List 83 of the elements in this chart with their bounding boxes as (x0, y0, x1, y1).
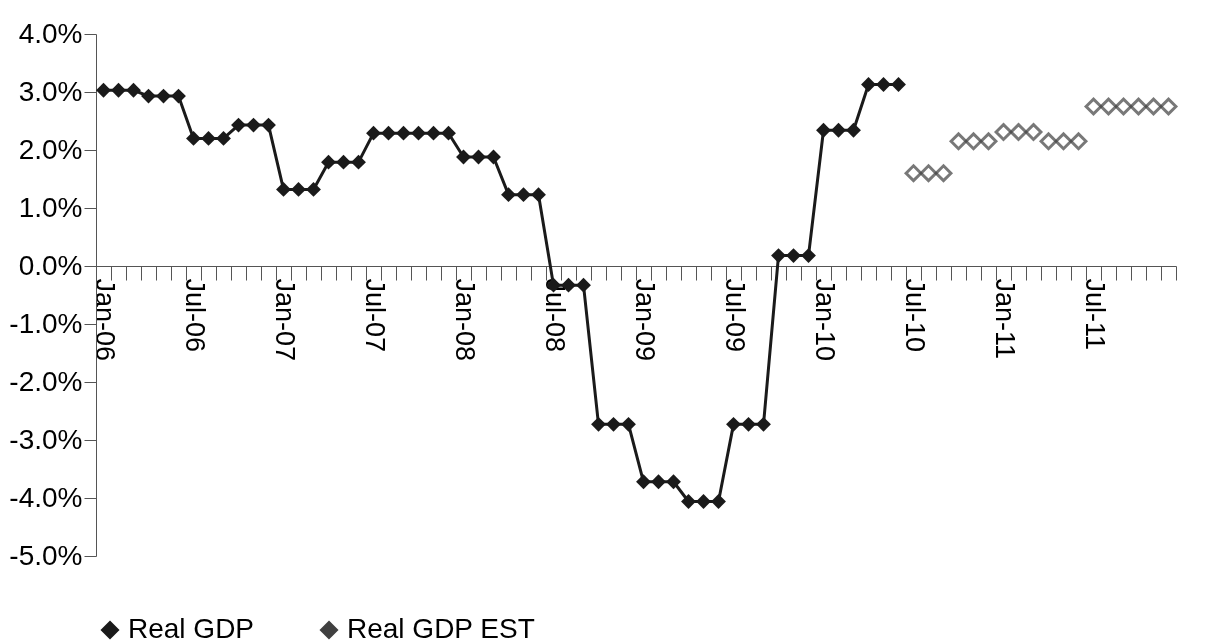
point (994, 123, 1013, 141)
point (1084, 97, 1103, 116)
point (306, 182, 321, 197)
point (1069, 132, 1088, 151)
point (186, 130, 201, 146)
x-tick-label: Jul-11 (1080, 278, 1110, 351)
point (291, 182, 306, 197)
point (786, 248, 801, 263)
y-tick-label: -2.0% (9, 365, 83, 397)
point (1114, 97, 1133, 116)
point (591, 416, 606, 432)
y-tick-label: 4.0% (18, 17, 83, 49)
x-tick-label: Jan-10 (810, 278, 840, 362)
y-tick-label: -5.0% (9, 539, 83, 571)
point (741, 416, 756, 432)
point (1144, 97, 1163, 116)
point (96, 82, 111, 98)
x-tick-label: Jul-07 (360, 278, 390, 353)
y-tick-label: -1.0% (9, 307, 83, 339)
point (756, 416, 771, 432)
point (1129, 97, 1148, 116)
point (651, 474, 666, 490)
point (904, 164, 923, 183)
point (576, 277, 591, 293)
point (396, 125, 411, 141)
point (891, 77, 906, 92)
point (426, 125, 441, 141)
x-tick-label: Jan-08 (450, 278, 480, 362)
point (876, 77, 891, 92)
point (934, 164, 953, 183)
point (351, 154, 366, 170)
point (681, 494, 696, 509)
point (666, 474, 681, 490)
point (846, 122, 861, 138)
point (1099, 97, 1118, 116)
point (441, 125, 456, 141)
point (1009, 123, 1028, 141)
point (771, 248, 786, 263)
y-tick-label: 0.0% (18, 249, 83, 281)
x-tick-label: Jan-07 (270, 278, 300, 362)
point (411, 125, 426, 141)
point (366, 125, 381, 141)
x-tick-label: Jan-09 (630, 278, 660, 362)
point (531, 187, 546, 203)
point (276, 182, 291, 197)
x-tick-label: Jul-06 (180, 278, 210, 353)
point (516, 187, 531, 203)
point (964, 132, 983, 151)
point (801, 248, 816, 263)
point (919, 164, 938, 183)
point (381, 125, 396, 141)
point (816, 122, 831, 138)
point (831, 122, 846, 138)
y-tick-label: 1.0% (18, 191, 83, 223)
point (1159, 97, 1178, 116)
x-tick-label: Jul-10 (900, 278, 930, 353)
point (111, 82, 126, 98)
point (621, 416, 636, 432)
point (711, 494, 726, 509)
x-tick-label: Jul-09 (720, 278, 750, 353)
y-tick-label: -4.0% (9, 481, 83, 513)
x-tick-label: Jan-11 (990, 278, 1020, 360)
point (861, 77, 876, 92)
point (1024, 123, 1043, 141)
point (696, 494, 711, 509)
legend-label: Real GDP (128, 613, 255, 643)
point (1054, 132, 1073, 151)
point (636, 474, 651, 490)
point (979, 132, 998, 151)
point (336, 154, 351, 170)
point (201, 130, 216, 146)
y-tick-label: 3.0% (18, 75, 83, 107)
y-tick-label: -3.0% (9, 423, 83, 455)
point (1039, 132, 1058, 151)
point (216, 130, 231, 146)
point (126, 82, 141, 98)
point (606, 416, 621, 432)
y-tick-label: 2.0% (18, 133, 83, 165)
point (501, 187, 516, 203)
legend-label: Real GDP EST (347, 613, 535, 643)
point (726, 416, 741, 432)
point (321, 154, 336, 170)
point (949, 132, 968, 151)
